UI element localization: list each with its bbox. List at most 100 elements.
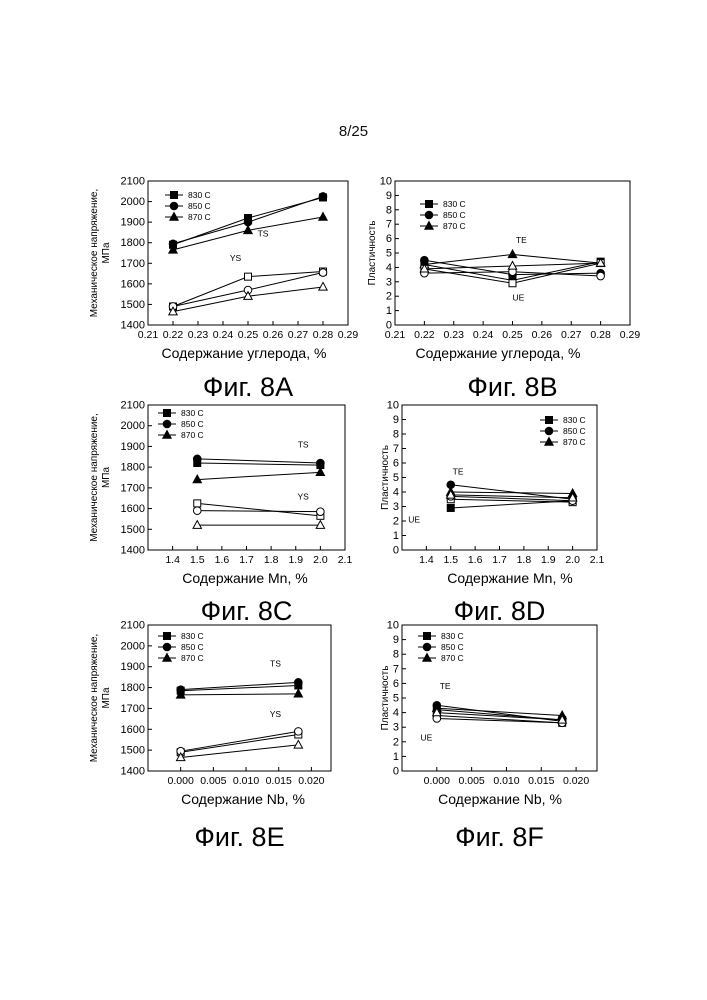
figure-caption: Фиг. 8E	[194, 822, 284, 852]
legend-marker	[546, 417, 553, 424]
data-point	[295, 728, 303, 736]
annotation-label: YS	[297, 491, 309, 501]
data-point	[319, 193, 327, 201]
legend-marker	[163, 654, 171, 662]
x-tick-label: 0.27	[561, 329, 582, 341]
x-tick-label: 0.23	[188, 329, 209, 341]
y-tick-label: 1900	[121, 441, 145, 453]
data-point	[447, 504, 454, 511]
y-tick-label: 1600	[121, 724, 145, 736]
series-line	[181, 731, 299, 751]
x-tick-label: 0.010	[233, 775, 259, 787]
x-tick-label: 0.29	[620, 329, 641, 341]
y-tick-label: 2	[386, 291, 392, 303]
x-tick-label: 0.24	[473, 329, 494, 341]
legend-label: 870 C	[563, 437, 586, 447]
y-tick-label: 1800	[121, 682, 145, 694]
plot-frame	[148, 181, 348, 325]
x-tick-label: 1.4	[419, 554, 434, 566]
y-tick-label: 3	[393, 722, 399, 734]
x-tick-label: 0.26	[532, 329, 553, 341]
series-line	[181, 745, 299, 758]
x-axis-label: Содержание углерода, %	[416, 345, 581, 361]
legend-label: 870 C	[188, 212, 211, 222]
x-tick-label: 0.000	[424, 775, 450, 787]
y-tick-label: 2100	[121, 400, 145, 412]
legend-label: 850 C	[563, 426, 586, 436]
legend-marker	[545, 427, 553, 435]
x-axis-label: Содержание Mn, %	[182, 570, 307, 586]
data-point	[245, 273, 252, 280]
annotation-label: TS	[270, 659, 281, 669]
y-tick-label: 2	[393, 516, 399, 528]
legend-label: 850 C	[443, 210, 466, 220]
x-tick-label: 0.015	[528, 775, 554, 787]
y-tick-label: 1500	[121, 745, 145, 757]
data-point	[509, 280, 516, 287]
x-tick-label: 0.005	[200, 775, 226, 787]
annotation-label: YS	[270, 709, 282, 719]
figure-caption: Фиг. 8C	[201, 596, 293, 626]
legend-marker	[426, 201, 433, 208]
chart-8c: 140015001600170018001900200021001.41.51.…	[89, 400, 352, 627]
x-tick-label: 1.7	[239, 554, 254, 566]
x-tick-label: 0.28	[313, 329, 334, 341]
y-tick-label: 7	[386, 219, 392, 231]
y-tick-label: 8	[393, 649, 399, 661]
y-tick-label: 1400	[121, 766, 145, 778]
y-tick-label: 1400	[121, 545, 145, 557]
y-tick-label: 5	[393, 472, 399, 484]
chart-8f: 0123456789100.0000.0050.0100.0150.020Сод…	[380, 620, 597, 853]
legend-label: 870 C	[443, 221, 466, 231]
x-tick-label: 2.0	[565, 554, 580, 566]
x-tick-label: 0.000	[168, 775, 194, 787]
y-tick-label: 1	[386, 305, 392, 317]
y-tick-label: 0	[393, 545, 399, 557]
y-tick-label: 1700	[121, 482, 145, 494]
x-tick-label: 2.1	[338, 554, 353, 566]
x-tick-label: 0.22	[163, 329, 184, 341]
x-tick-label: 0.015	[266, 775, 292, 787]
patent-figure-sheet: 8/25 140015001600170018001900200021000.2…	[0, 0, 707, 1000]
y-tick-label: 1700	[121, 258, 145, 270]
y-tick-label: 2000	[121, 420, 145, 432]
data-point	[316, 521, 324, 529]
legend-label: 850 C	[441, 642, 464, 652]
series-line	[181, 735, 299, 753]
y-tick-label: 9	[393, 634, 399, 646]
legend-marker	[425, 211, 433, 219]
chart-8d: 0123456789101.41.51.61.71.81.92.02.1Соде…	[380, 400, 604, 627]
figure-caption: Фиг. 8B	[467, 372, 557, 402]
x-tick-label: 0.29	[338, 329, 359, 341]
data-point	[597, 272, 605, 280]
y-tick-label: 6	[386, 233, 392, 245]
y-tick-label: 2	[393, 736, 399, 748]
x-tick-label: 1.9	[288, 554, 303, 566]
data-point	[193, 507, 201, 515]
data-point	[294, 740, 302, 748]
legend-marker	[423, 654, 431, 662]
y-tick-label: 1900	[121, 217, 145, 229]
y-tick-label: 3	[386, 276, 392, 288]
data-point	[319, 269, 327, 277]
legend-marker	[170, 202, 178, 210]
x-tick-label: 1.8	[517, 554, 532, 566]
legend-marker	[170, 213, 178, 221]
y-tick-label: 8	[393, 429, 399, 441]
legend-label: 830 C	[443, 199, 466, 209]
annotation-label: UE	[512, 293, 524, 303]
x-tick-label: 1.6	[468, 554, 483, 566]
legend-label: 870 C	[181, 430, 204, 440]
series-line	[197, 459, 320, 463]
legend-label: 830 C	[188, 190, 211, 200]
x-tick-label: 0.22	[414, 329, 435, 341]
legend-marker	[423, 643, 431, 651]
plot-frame	[148, 405, 345, 550]
x-axis-label: Содержание Nb, %	[438, 791, 562, 807]
legend-label: 830 C	[563, 415, 586, 425]
data-point	[508, 250, 516, 258]
y-tick-label: 6	[393, 678, 399, 690]
chart-8b: 0123456789100.210.220.230.240.250.260.27…	[367, 176, 640, 403]
legend-marker	[425, 222, 433, 230]
legend-marker	[163, 420, 171, 428]
